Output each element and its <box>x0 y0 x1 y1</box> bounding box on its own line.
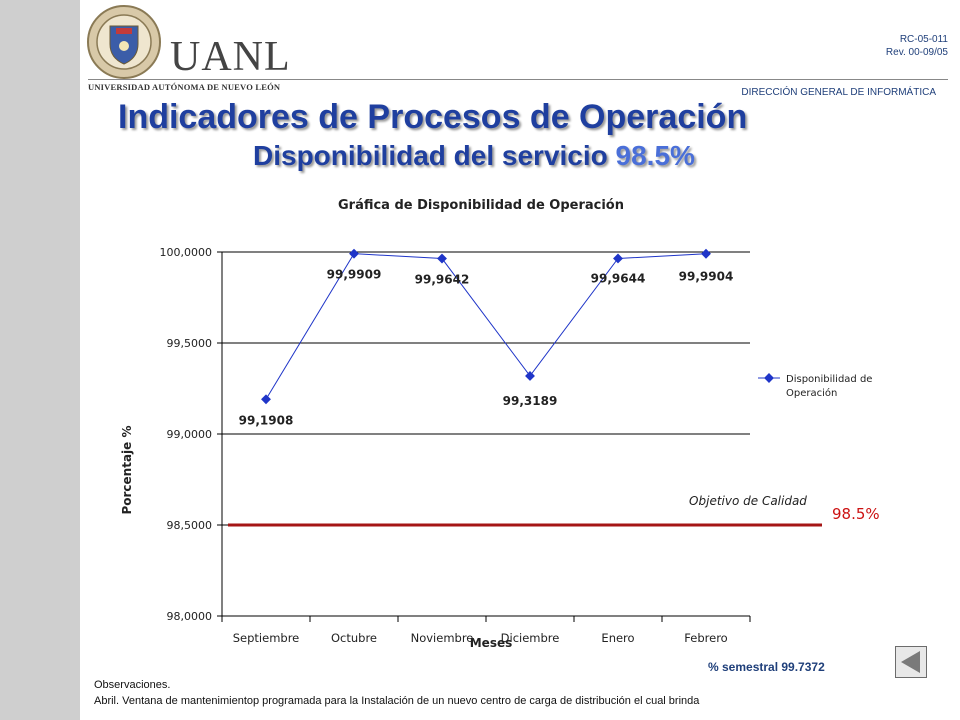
quality-target-value: 98.5% <box>832 505 880 523</box>
slide-subtitle: Disponibilidad del servicio 98.5% <box>253 140 695 172</box>
data-label: 99,9909 <box>327 268 382 282</box>
subtitle-prefix: Disponibilidad del servicio <box>253 140 616 171</box>
x-tick-label: Noviembre <box>411 631 474 645</box>
x-tick-label: Octubre <box>331 631 377 645</box>
data-label: 99,9642 <box>415 273 470 287</box>
x-axis-title: Meses <box>470 636 513 650</box>
observations: Observaciones. Abril. Ventana de manteni… <box>94 677 699 709</box>
observations-text: Abril. Ventana de mantenimientop program… <box>94 695 700 707</box>
data-point <box>349 248 359 259</box>
back-button[interactable] <box>895 646 927 678</box>
y-tick-label: 98,5000 <box>167 519 213 532</box>
arrow-left-icon <box>901 651 920 673</box>
y-tick-label: 98,0000 <box>167 610 213 623</box>
data-label: 99,9644 <box>591 271 646 285</box>
observations-title: Observaciones. <box>94 679 171 691</box>
chart-title: Gráfica de Disponibilidad de Operación <box>338 198 624 213</box>
data-label: 99,9904 <box>679 270 734 284</box>
data-point <box>261 394 271 405</box>
department-label: DIRECCIÓN GENERAL DE INFORMÁTICA <box>741 87 936 98</box>
logo-wordmark: UANL <box>170 34 291 80</box>
series-line <box>265 253 707 400</box>
y-tick-label: 99,5000 <box>167 337 213 350</box>
data-point <box>701 248 711 259</box>
legend-marker <box>764 373 774 383</box>
legend-label-line2: Operación <box>786 387 837 399</box>
data-label: 99,1908 <box>239 413 294 427</box>
subtitle-value: 98.5% <box>615 140 695 171</box>
x-tick-label: Diciembre <box>501 631 560 645</box>
data-point <box>613 253 623 264</box>
data-label: 99,3189 <box>503 394 558 408</box>
data-point <box>525 371 535 381</box>
left-decor-bar <box>0 0 80 720</box>
university-seal-icon <box>87 5 161 79</box>
y-tick-label: 100,0000 <box>160 246 213 259</box>
logo-subtitle: UNIVERSIDAD AUTÓNOMA DE NUEVO LEÓN <box>88 82 281 92</box>
doc-code: RC-05-011 <box>899 34 948 45</box>
doc-reference: RC-05-011 Rev. 00-09/05 <box>886 33 948 59</box>
legend-label-line1: Disponibilidad de <box>786 374 872 385</box>
slide-title: Indicadores de Procesos de Operación <box>118 98 748 136</box>
x-tick-label: Septiembre <box>233 631 300 645</box>
y-axis-title: Porcentaje % <box>120 425 134 514</box>
header-divider <box>88 79 948 80</box>
x-tick-label: Enero <box>601 631 634 645</box>
data-point <box>437 253 447 264</box>
semestral-percentage: % semestral 99.7372 <box>708 660 825 674</box>
y-tick-label: 99,0000 <box>167 428 213 441</box>
doc-revision: Rev. 00-09/05 <box>885 47 948 58</box>
quality-target-label: Objetivo de Calidad <box>689 494 807 508</box>
x-tick-label: Febrero <box>684 631 727 645</box>
